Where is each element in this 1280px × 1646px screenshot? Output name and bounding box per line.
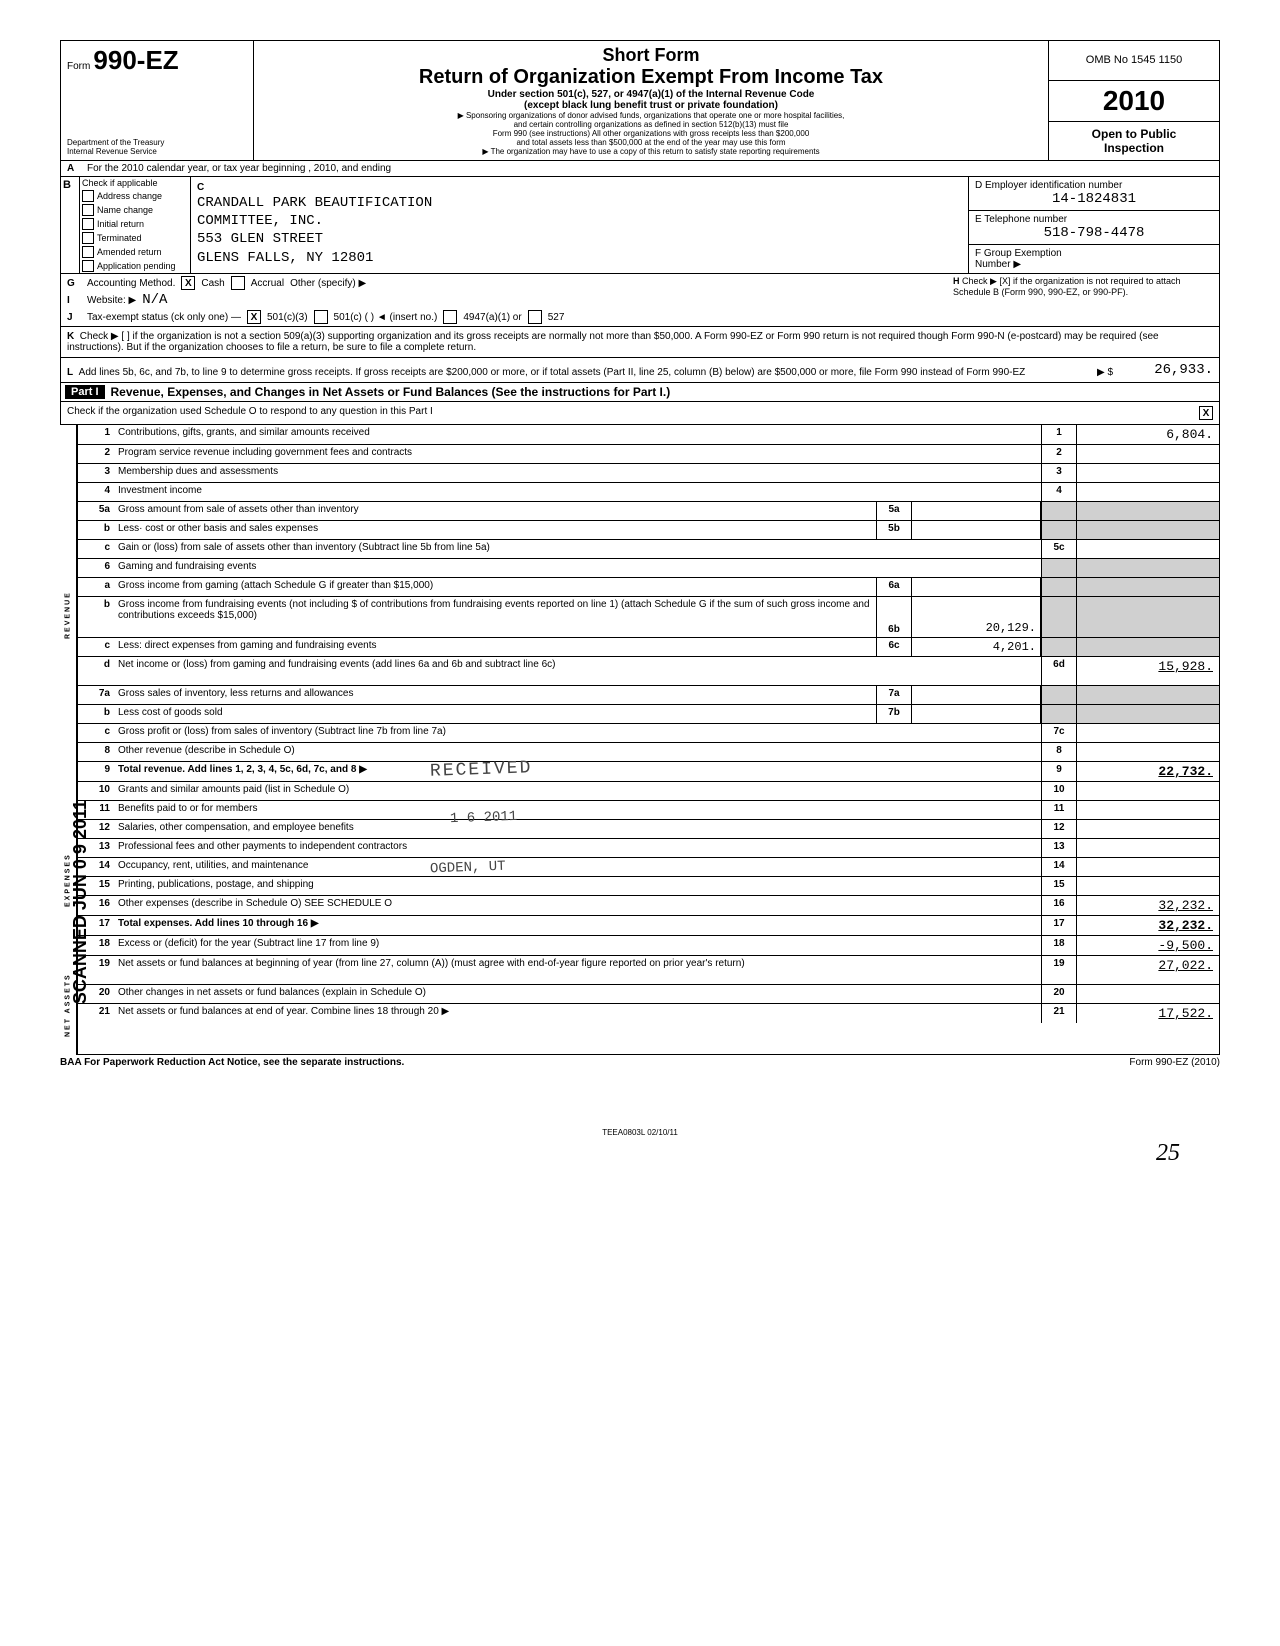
- small5: ▶ The organization may have to use a cop…: [260, 147, 1042, 156]
- page-footer: BAA For Paperwork Reduction Act Notice, …: [60, 1055, 1220, 1068]
- checkbox-cash[interactable]: X: [181, 276, 195, 290]
- checkbox-schedule-o[interactable]: X: [1199, 406, 1213, 420]
- small1: ▶ Sponsoring organizations of donor advi…: [260, 111, 1042, 120]
- omb-cell: OMB No 1545 1150: [1049, 41, 1219, 81]
- small3: Form 990 (see instructions) All other or…: [260, 129, 1042, 138]
- part1-table: 1Contributions, gifts, grants, and simil…: [77, 425, 1220, 1055]
- checkbox-accrual[interactable]: [231, 276, 245, 290]
- small4: and total assets less than $500,000 at t…: [260, 138, 1042, 147]
- boxes-def: D Employer identification number 14-1824…: [969, 177, 1219, 273]
- stamp-received: RECEIVED: [430, 758, 533, 782]
- checkbox-name-change[interactable]: [82, 204, 94, 216]
- stamp-date: 1 6 2011: [450, 809, 518, 827]
- box-e: E Telephone number 518-798-4478: [969, 211, 1219, 245]
- open-cell: Open to Public Inspection: [1049, 122, 1219, 161]
- header-left: Form 990-EZ Department of the Treasury I…: [61, 41, 254, 160]
- part1-header: Part I Revenue, Expenses, and Changes in…: [60, 383, 1220, 402]
- subtitle-except: (except black lung benefit trust or priv…: [260, 100, 1042, 111]
- year-cell: 2010: [1049, 81, 1219, 122]
- checkbox-initial-return[interactable]: [82, 218, 94, 230]
- stamp-scanned: SCANNED JUN 0 9 2011: [70, 800, 91, 1004]
- form-number: 990-EZ: [93, 61, 178, 72]
- checkbox-501c3[interactable]: X: [247, 310, 261, 324]
- box-d: D Employer identification number 14-1824…: [969, 177, 1219, 211]
- row-a: A For the 2010 calendar year, or tax yea…: [60, 161, 1220, 177]
- row-gh: G Accounting Method. XCash Accrual Other…: [60, 274, 1220, 327]
- part1-check: Check if the organization used Schedule …: [60, 402, 1220, 425]
- footer-code: TEEA0803L 02/10/11: [60, 1128, 1220, 1137]
- title-return: Return of Organization Exempt From Incom…: [260, 66, 1042, 89]
- box-f: F Group Exemption Number ▶: [969, 245, 1219, 273]
- handwritten-page: 25: [1156, 1140, 1180, 1167]
- checkbox-terminated[interactable]: [82, 232, 94, 244]
- header-right: OMB No 1545 1150 2010 Open to Public Ins…: [1049, 41, 1219, 160]
- checkbox-amended[interactable]: [82, 246, 94, 258]
- checkbox-501c[interactable]: [314, 310, 328, 324]
- checkbox-address-change[interactable]: [82, 190, 94, 202]
- row-a-text: For the 2010 calendar year, or tax year …: [87, 163, 1213, 174]
- stamp-ogden: OGDEN, UT: [430, 859, 506, 878]
- header-mid: Short Form Return of Organization Exempt…: [254, 41, 1049, 160]
- title-short-form: Short Form: [260, 45, 1042, 66]
- checkbox-app-pending[interactable]: [82, 260, 94, 272]
- dept-irs: Internal Revenue Service: [67, 147, 247, 156]
- row-l: L Add lines 5b, 6c, and 7b, to line 9 to…: [60, 358, 1220, 383]
- dept-treasury: Department of the Treasury: [67, 138, 247, 147]
- checkbox-4947[interactable]: [443, 310, 457, 324]
- checkbox-527[interactable]: [528, 310, 542, 324]
- row-k: K Check ▶ [ ] if the organization is not…: [60, 327, 1220, 358]
- box-c-address: C CRANDALL PARK BEAUTIFICATION COMMITTEE…: [191, 177, 969, 273]
- small2: and certain controlling organizations as…: [260, 120, 1042, 129]
- check-if-applicable: Check if applicable Address change Name …: [80, 177, 191, 273]
- section-bcdef: B Check if applicable Address change Nam…: [60, 177, 1220, 274]
- form-header: Form 990-EZ Department of the Treasury I…: [60, 40, 1220, 161]
- form-prefix: Form: [67, 61, 90, 72]
- gross-receipts-value: 26,933.: [1113, 362, 1213, 378]
- subtitle-code: Under section 501(c), 527, or 4947(a)(1)…: [260, 89, 1042, 100]
- side-revenue: REVENUE: [60, 425, 77, 805]
- box-h: H Check ▶ [X] if the organization is not…: [953, 276, 1213, 297]
